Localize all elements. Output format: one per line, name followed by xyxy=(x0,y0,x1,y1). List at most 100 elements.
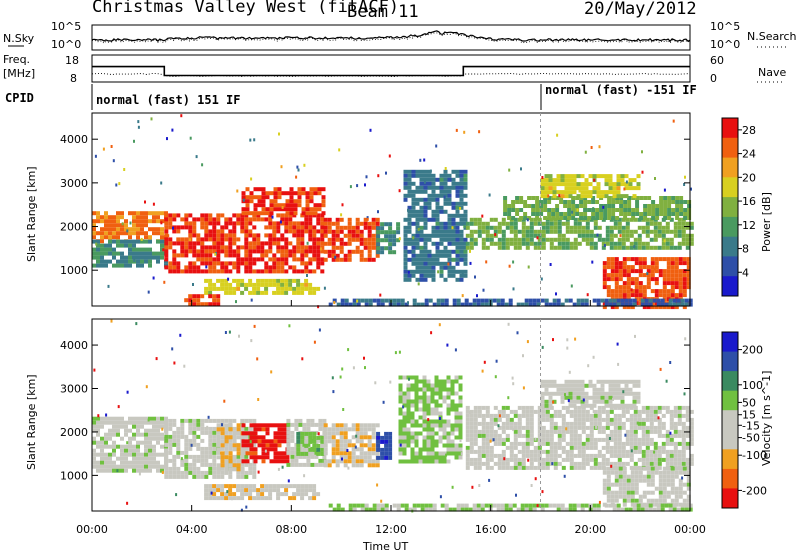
power-speckle xyxy=(366,217,369,221)
power-cell xyxy=(220,225,225,230)
velocity-cell xyxy=(677,433,682,438)
velocity-cell xyxy=(422,447,427,452)
power-cell xyxy=(443,277,448,282)
power-cell xyxy=(617,225,622,230)
power-speckle xyxy=(192,283,194,286)
velocity-cell xyxy=(630,498,635,503)
velocity-cell xyxy=(465,445,470,450)
power-cell xyxy=(601,237,606,242)
velocity-cell xyxy=(557,409,562,414)
power-cell xyxy=(455,209,460,214)
power-cell xyxy=(112,255,116,260)
power-speckle xyxy=(602,205,605,209)
power-cell xyxy=(280,249,285,254)
velocity-cell xyxy=(446,443,451,448)
power-cell xyxy=(626,305,631,310)
velocity-cell xyxy=(666,466,671,471)
velocity-cell xyxy=(513,461,518,466)
velocity-cell xyxy=(553,421,558,426)
power-cell xyxy=(419,209,424,214)
velocity-cell xyxy=(92,452,96,457)
velocity-cell xyxy=(650,498,655,503)
velocity-cell xyxy=(689,429,694,434)
velocity-cell xyxy=(438,455,443,460)
velocity-cell xyxy=(630,490,635,495)
power-cell xyxy=(560,178,565,183)
power-cell xyxy=(415,169,420,174)
power-cell xyxy=(320,269,325,274)
power-speckle xyxy=(429,169,432,173)
velocity-cell xyxy=(634,486,639,491)
velocity-cell xyxy=(339,439,344,444)
velocity-cell xyxy=(367,463,372,468)
velocity-cell xyxy=(658,478,663,483)
power-cell xyxy=(423,249,428,254)
velocity-cell xyxy=(192,470,197,475)
velocity-cell xyxy=(232,426,237,431)
power-cell xyxy=(296,221,301,226)
velocity-cell xyxy=(116,456,120,461)
velocity-cell xyxy=(529,433,534,438)
velocity-cell xyxy=(614,482,619,487)
power-speckle xyxy=(356,184,359,188)
velocity-cell xyxy=(140,424,144,429)
velocity-cell xyxy=(241,439,246,444)
power-cell xyxy=(619,212,624,216)
power-cell xyxy=(268,249,273,254)
velocity-cell xyxy=(408,507,413,512)
power-cell xyxy=(587,208,592,212)
power-cell xyxy=(563,212,568,216)
velocity-cell xyxy=(450,379,455,384)
velocity-cell xyxy=(323,447,328,452)
power-cell xyxy=(463,201,468,206)
velocity-cell xyxy=(670,498,675,503)
velocity-cell xyxy=(430,383,435,388)
velocity-cell xyxy=(573,461,578,466)
velocity-cell xyxy=(347,427,352,432)
power-cell xyxy=(423,257,428,262)
velocity-cell xyxy=(525,437,530,442)
velocity-cell xyxy=(561,445,566,450)
power-cell xyxy=(293,199,298,204)
power-cell xyxy=(248,253,253,258)
power-cell xyxy=(144,255,148,260)
power-speckle xyxy=(369,128,372,132)
velocity-cell xyxy=(392,503,397,508)
power-cell xyxy=(443,173,448,178)
power-cell xyxy=(469,229,474,234)
power-cell xyxy=(628,298,633,303)
velocity-cell xyxy=(212,496,217,501)
power-cell xyxy=(308,237,313,242)
power-cell xyxy=(297,199,302,204)
velocity-cell xyxy=(168,458,173,463)
velocity-cell xyxy=(638,470,643,475)
power-cell xyxy=(533,233,538,238)
power-speckle xyxy=(508,264,511,268)
velocity-cell xyxy=(257,423,262,428)
velocity-cell xyxy=(343,459,348,464)
power-cell xyxy=(682,257,687,262)
velocity-cell xyxy=(371,451,376,456)
velocity-cell xyxy=(308,435,313,440)
power-cell xyxy=(351,229,356,234)
power-cell xyxy=(545,237,550,242)
power-cell xyxy=(367,225,372,230)
power-cell xyxy=(673,245,678,250)
power-cell xyxy=(140,219,144,224)
power-cell xyxy=(232,265,237,270)
power-speckle xyxy=(469,249,471,253)
power-cell xyxy=(344,302,349,307)
power-cell xyxy=(208,257,213,262)
power-cell xyxy=(677,217,682,222)
velocity-cell xyxy=(589,437,594,442)
power-cell xyxy=(463,217,468,222)
power-cell xyxy=(636,182,641,187)
power-cell xyxy=(589,237,594,242)
power-cell xyxy=(116,239,120,244)
power-cell xyxy=(172,269,177,274)
power-cell xyxy=(602,285,607,290)
power-cell xyxy=(476,298,481,303)
power-cell xyxy=(614,293,619,298)
power-cell xyxy=(513,229,518,234)
velocity-cell xyxy=(677,421,682,426)
